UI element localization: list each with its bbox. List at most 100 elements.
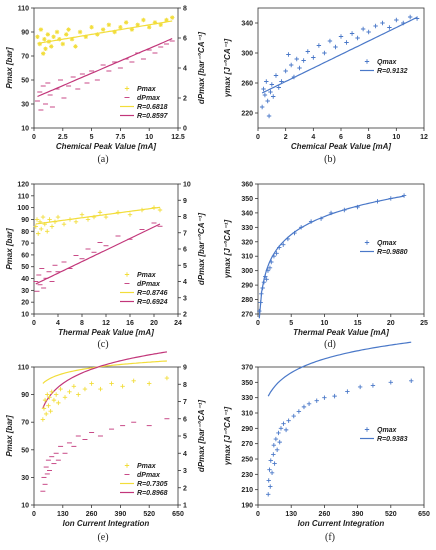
legend-label: R=0.8746 xyxy=(137,290,168,297)
x-tick-label: 0 xyxy=(32,134,36,141)
chart-svg-b: 0 2 4 6 8 10 12 220 260 300 340 Chemical Peak Value… xyxy=(223,7,428,151)
chart-svg-f: 0 130 260 390 520 650 190 210 230 250 270 290 310 330… xyxy=(223,341,430,528)
data-point xyxy=(366,29,371,35)
x-tick-label: 650 xyxy=(172,511,184,518)
fit-line-qmax xyxy=(267,341,412,397)
y-tick-label: 280 xyxy=(241,297,253,304)
series-qmax xyxy=(257,193,407,314)
data-point xyxy=(414,16,420,21)
y-tick-label: 60 xyxy=(21,252,29,259)
data-point xyxy=(291,74,297,80)
x-tick-label: 130 xyxy=(57,511,69,518)
data-point xyxy=(271,443,277,448)
data-point xyxy=(267,265,273,270)
data-point xyxy=(42,221,47,227)
data-point xyxy=(286,418,291,423)
y-tick-label: 270 xyxy=(241,441,253,448)
data-point xyxy=(106,22,112,27)
x-tick-label: 8 xyxy=(80,320,84,327)
data-point xyxy=(34,217,40,222)
legend-label: dPmax xyxy=(137,95,161,102)
data-point xyxy=(316,43,322,48)
data-point xyxy=(66,27,71,32)
data-point xyxy=(49,44,54,49)
y-tick-label: 50 xyxy=(21,264,29,271)
data-point xyxy=(76,392,81,397)
data-point xyxy=(263,274,268,279)
data-point xyxy=(100,27,106,32)
y2-tick-label: 1 xyxy=(183,503,187,510)
data-point xyxy=(82,386,88,392)
chart-panel-f: 0 130 260 390 520 650 190 210 230 250 270 290 310 330… xyxy=(218,341,436,550)
x-tick-label: 15 xyxy=(354,320,362,327)
data-point xyxy=(127,212,133,217)
y2-tick-label: 3 xyxy=(183,468,187,475)
data-point xyxy=(370,383,376,388)
data-point xyxy=(388,380,393,385)
data-point xyxy=(269,470,275,475)
y-tick-label: 10 xyxy=(21,126,29,133)
x-tick-label: 4 xyxy=(311,134,315,141)
legend-label: Qmax xyxy=(377,240,398,247)
data-point xyxy=(45,32,51,37)
y-tick-label: 100 xyxy=(17,205,29,212)
y-tick-label: 70 xyxy=(21,54,29,61)
data-point xyxy=(58,386,63,392)
caption-f: (f) xyxy=(325,532,335,543)
data-point xyxy=(264,277,269,282)
x-tick-label: 0 xyxy=(32,320,36,327)
data-point xyxy=(269,259,274,265)
y-axis-label: γmax [J⁻°CA⁻¹] xyxy=(223,39,232,98)
data-point xyxy=(311,55,316,60)
y2-tick-label: 6 xyxy=(183,36,187,43)
data-point xyxy=(269,82,275,87)
legend-marker xyxy=(124,272,130,277)
caption-b: (b) xyxy=(324,154,336,165)
plot-frame xyxy=(257,183,425,315)
x-axis-label: Ion Current Integration xyxy=(298,519,385,528)
y2-tick-label: 10 xyxy=(183,182,191,189)
y-tick-label: 370 xyxy=(241,365,253,372)
y2-tick-label: 7 xyxy=(183,399,187,406)
legend-label: dPmax xyxy=(137,281,161,288)
data-point xyxy=(38,27,44,32)
series-qmax xyxy=(266,378,414,497)
data-point xyxy=(281,421,286,426)
data-point xyxy=(355,35,360,41)
y-tick-label: 350 xyxy=(241,196,253,203)
data-point xyxy=(41,406,47,411)
data-point xyxy=(297,65,302,71)
data-point xyxy=(89,381,94,386)
data-point xyxy=(120,384,125,389)
data-point xyxy=(306,401,312,406)
data-point xyxy=(373,23,378,29)
data-point xyxy=(35,34,40,39)
y-tick-label: 190 xyxy=(241,503,253,510)
legend-label: R=0.9383 xyxy=(377,436,408,443)
legend: Pmax dPmax R=0.6818 R=0.8597 xyxy=(120,86,169,120)
y-tick-label: 260 xyxy=(241,81,253,88)
x-tick-label: 10 xyxy=(321,320,329,327)
data-point xyxy=(292,230,297,236)
data-point xyxy=(278,426,284,431)
data-point xyxy=(89,25,94,30)
y-tick-label: 110 xyxy=(18,193,29,200)
data-point xyxy=(257,308,262,314)
data-point xyxy=(49,389,54,395)
data-point xyxy=(349,31,355,36)
chart-svg-e: 0 130 260 390 520 650 10 30 50 70 90 110 1 2 3 4 5 6 7 8 9 Io… xyxy=(5,351,206,528)
fit-line-dpmax xyxy=(42,351,167,409)
data-point xyxy=(272,461,277,466)
y-tick-label: 300 xyxy=(241,268,253,275)
y-tick-label: 320 xyxy=(241,239,253,246)
legend-label: Pmax xyxy=(137,463,157,470)
y2-tick-label: 7 xyxy=(183,230,187,237)
data-point xyxy=(276,430,281,436)
data-point xyxy=(357,384,363,390)
data-point xyxy=(37,219,43,225)
legend-label: Pmax xyxy=(137,272,157,279)
data-point xyxy=(264,79,269,84)
data-point xyxy=(291,413,296,419)
y-tick-label: 290 xyxy=(241,283,253,290)
data-point xyxy=(259,291,264,296)
